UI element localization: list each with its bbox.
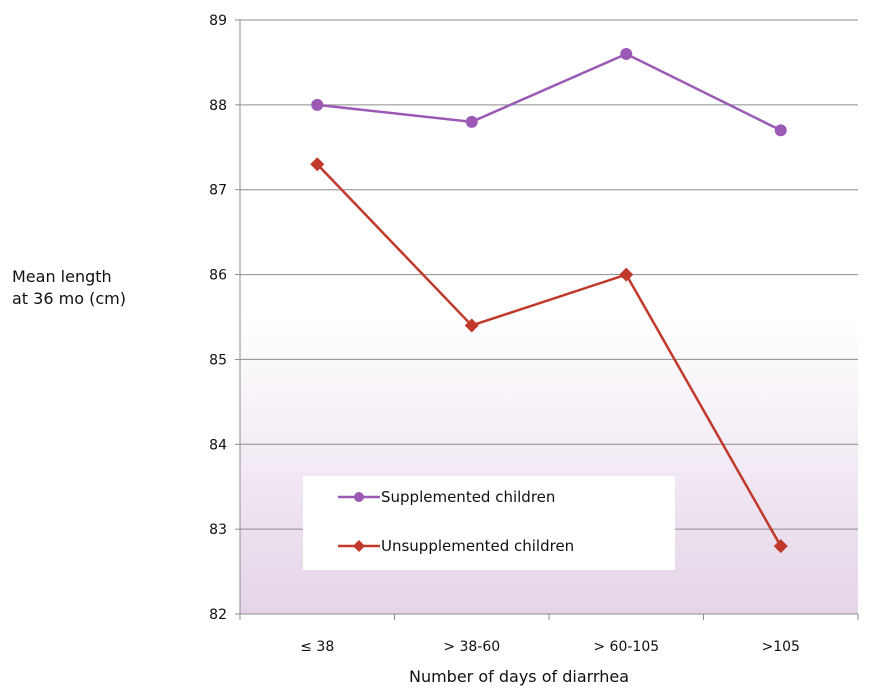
x-tick-label: > 60-105 (593, 639, 659, 655)
y-tick-labels: 82 83 84 85 86 87 88 89 (209, 13, 227, 623)
y-axis-title-line-1: Mean length (12, 267, 112, 286)
y-tick-label: 83 (209, 522, 227, 538)
legend-marker (353, 540, 365, 552)
y-tick-label: 85 (209, 352, 227, 368)
x-axis-title: Number of days of diarrhea (409, 667, 629, 686)
data-point (465, 115, 478, 128)
legend-label: Unsupplemented children (381, 537, 574, 555)
data-point (464, 318, 479, 333)
y-tick-label: 84 (209, 437, 227, 453)
series-group (310, 47, 788, 554)
y-tick-label: 86 (209, 268, 227, 284)
data-point (619, 267, 634, 282)
legend: Supplemented children Unsupplemented chil… (303, 476, 675, 570)
x-tick-label: > 38-60 (443, 639, 500, 655)
y-tick-label: 82 (209, 607, 227, 623)
legend-box (303, 476, 675, 570)
y-axis-title: Mean length at 36 mo (cm) (12, 266, 172, 310)
series-line (317, 52, 782, 132)
data-point (620, 47, 633, 60)
data-point (310, 157, 325, 172)
y-tick-label: 88 (209, 98, 227, 114)
series-line (316, 163, 782, 547)
x-tick-label: >105 (762, 639, 800, 655)
series-1 (311, 47, 787, 137)
data-point (311, 98, 324, 111)
series-2 (310, 157, 788, 554)
y-tick-label: 89 (209, 13, 227, 29)
x-tick-labels: ≤ 38 > 38-60 > 60-105 >105 (300, 639, 800, 655)
legend-item-2: Unsupplemented children (338, 537, 574, 555)
legend-item-1: Supplemented children (338, 488, 555, 506)
axes (239, 20, 859, 620)
y-tick-label: 87 (209, 183, 227, 199)
legend-marker (354, 492, 364, 502)
data-point (773, 539, 788, 554)
x-tick-label: ≤ 38 (300, 639, 334, 655)
legend-label: Supplemented children (381, 488, 555, 506)
data-point (774, 124, 787, 137)
y-axis-title-line-2: at 36 mo (cm) (12, 289, 126, 308)
